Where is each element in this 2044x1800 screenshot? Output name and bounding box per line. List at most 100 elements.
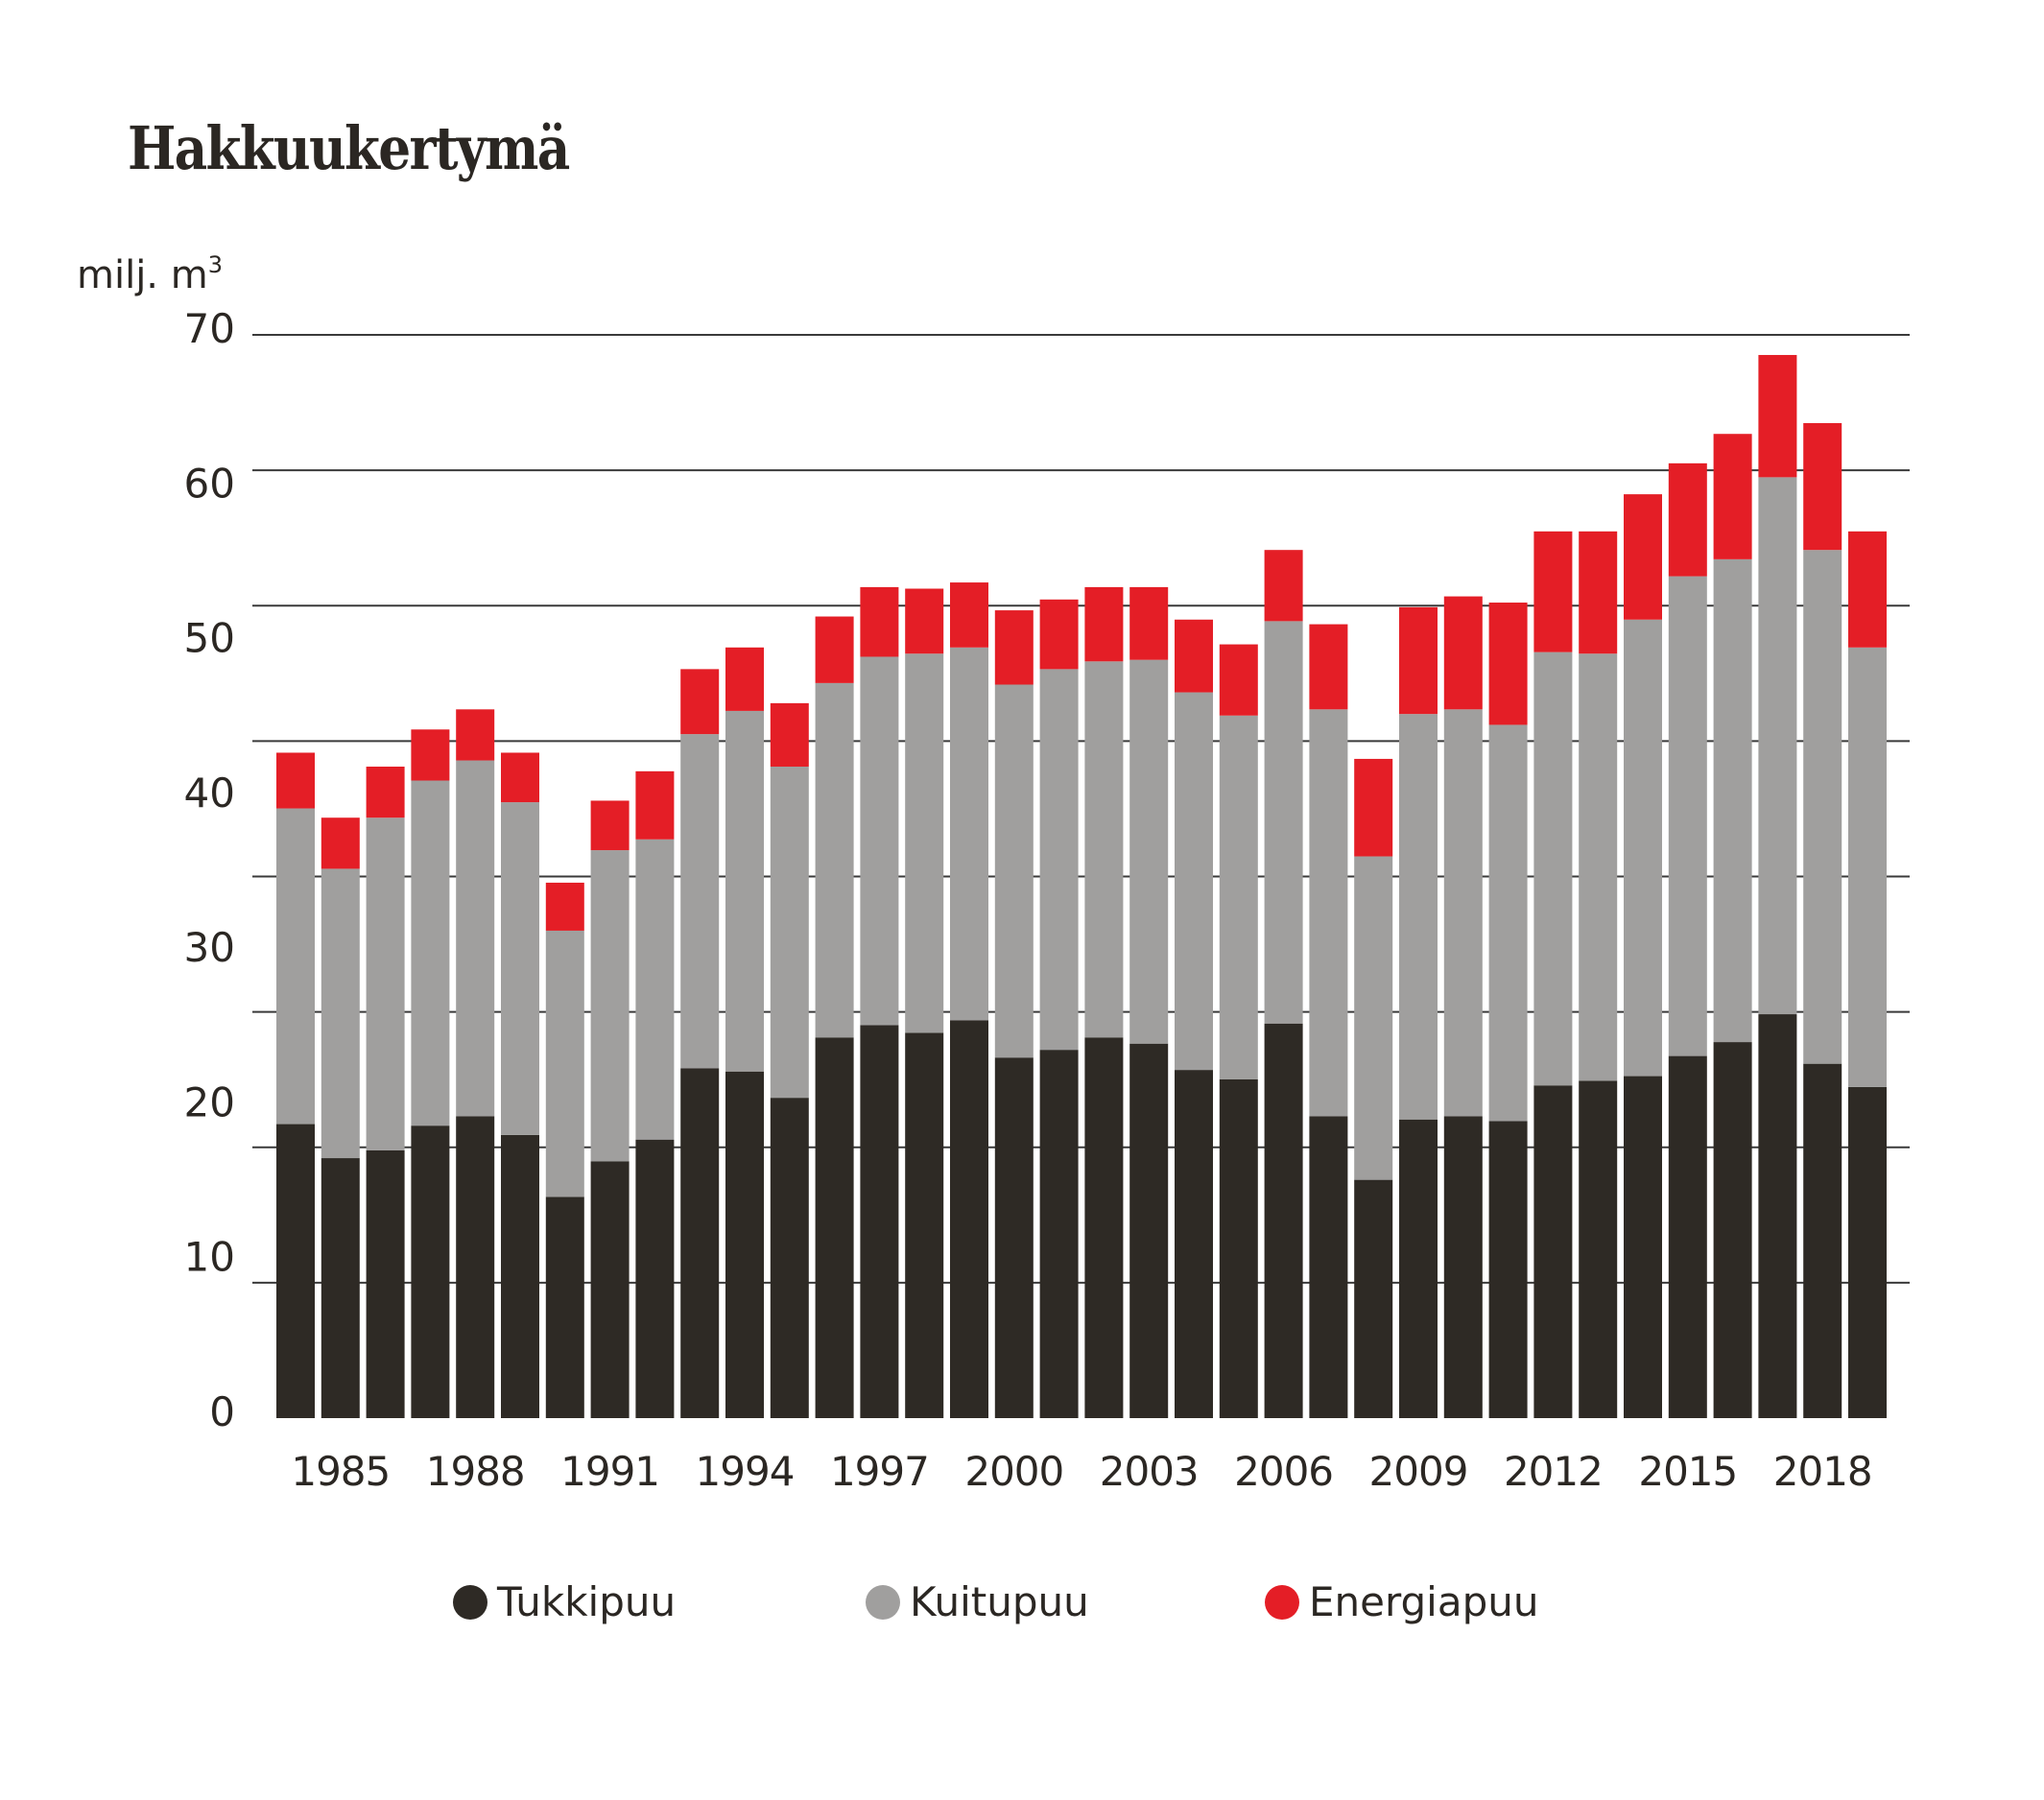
- bar-stack-1988: [456, 709, 495, 1418]
- bar-tukkipuu-2012: [1533, 1085, 1573, 1418]
- x-tick-label: 2018: [1773, 1448, 1872, 1495]
- bar-energiapuu-1995: [770, 702, 809, 767]
- bar-stack-2004: [1175, 619, 1213, 1418]
- bar-tukkipuu-1995: [770, 1098, 809, 1418]
- bar-kuitupuu-2001: [1039, 669, 1079, 1051]
- bar-kuitupuu-2011: [1488, 724, 1528, 1122]
- unit-superscript: 3: [207, 251, 223, 278]
- bar-kuitupuu-1993: [680, 734, 720, 1069]
- x-tick-label: 1985: [291, 1448, 390, 1495]
- bar-stack-2016: [1713, 434, 1752, 1418]
- bar-tukkipuu-2019: [1848, 1086, 1887, 1418]
- bar-stack-2011: [1488, 603, 1528, 1418]
- bar-tukkipuu-2005: [1219, 1078, 1258, 1418]
- bar-stack-2017: [1758, 354, 1797, 1418]
- bar-tukkipuu-2009: [1399, 1119, 1438, 1418]
- bar-stack-2005: [1219, 644, 1258, 1418]
- bar-tukkipuu-2004: [1175, 1070, 1213, 1418]
- x-tick-label: 1994: [696, 1448, 795, 1495]
- bar-kuitupuu-1990: [545, 930, 584, 1197]
- bar-stack-2000: [994, 610, 1034, 1418]
- bar-kuitupuu-2016: [1713, 558, 1752, 1043]
- legend: Tukkipuu Kuitupuu Energiapuu: [0, 1578, 2044, 1636]
- legend-dot-kuitupuu: [866, 1584, 900, 1620]
- y-tick-label: 40: [184, 770, 235, 817]
- bar-stack-1987: [411, 729, 450, 1418]
- y-tick-label: 50: [184, 615, 235, 662]
- bar-tukkipuu-1992: [635, 1139, 675, 1418]
- bar-tukkipuu-1991: [590, 1161, 630, 1418]
- bar-kuitupuu-2012: [1533, 651, 1573, 1086]
- bar-energiapuu-2006: [1264, 550, 1303, 622]
- bar-stack-2007: [1309, 624, 1348, 1418]
- bar-stack-2019: [1848, 531, 1887, 1418]
- bar-stack-1985: [321, 817, 360, 1418]
- bar-tukkipuu-2018: [1803, 1063, 1842, 1418]
- bar-kuitupuu-2004: [1175, 692, 1213, 1071]
- bar-tukkipuu-2013: [1579, 1080, 1618, 1418]
- bar-energiapuu-1985: [321, 817, 360, 869]
- y-tick-label: 60: [184, 460, 235, 507]
- bar-kuitupuu-2009: [1399, 714, 1438, 1120]
- bar-energiapuu-1999: [950, 582, 988, 648]
- bar-energiapuu-1989: [501, 752, 539, 803]
- bar-stack-1998: [905, 588, 944, 1418]
- bar-kuitupuu-1992: [635, 839, 675, 1140]
- bar-energiapuu-1986: [366, 766, 405, 818]
- bar-energiapuu-2014: [1624, 494, 1662, 620]
- bar-stack-1997: [860, 586, 899, 1418]
- bar-tukkipuu-1987: [411, 1125, 450, 1418]
- bar-tukkipuu-2002: [1084, 1037, 1124, 1418]
- bar-tukkipuu-1984: [276, 1124, 315, 1418]
- bar-kuitupuu-1997: [860, 656, 899, 1026]
- bar-tukkipuu-2016: [1713, 1042, 1752, 1418]
- chart-title: Hakkuukertymä: [128, 113, 570, 183]
- bar-energiapuu-1988: [456, 709, 495, 761]
- unit-text: milj. m: [77, 253, 208, 297]
- bar-stack-2018: [1803, 422, 1842, 1418]
- bar-tukkipuu-1998: [905, 1032, 944, 1418]
- bar-energiapuu-2002: [1084, 586, 1124, 662]
- bar-stack-2012: [1533, 531, 1573, 1418]
- bar-tukkipuu-1989: [501, 1134, 539, 1418]
- bar-kuitupuu-2010: [1443, 709, 1483, 1117]
- x-axis-ticks: 1985 1988 1991 1994 1997 2000 2003 2006 2009 2012…: [291, 1448, 1872, 1495]
- bar-kuitupuu-1999: [950, 647, 988, 1021]
- bar-energiapuu-2001: [1039, 599, 1079, 670]
- bar-stack-1989: [501, 752, 539, 1418]
- bar-energiapuu-2000: [994, 610, 1034, 685]
- bar-energiapuu-1987: [411, 729, 450, 781]
- bar-tukkipuu-2017: [1758, 1014, 1797, 1418]
- bar-kuitupuu-2015: [1668, 576, 1707, 1056]
- legend-item-energiapuu: Energiapuu: [1265, 1578, 1539, 1625]
- bar-stack-2008: [1354, 758, 1393, 1418]
- bar-energiapuu-2013: [1579, 531, 1618, 654]
- bar-kuitupuu-2006: [1264, 621, 1303, 1024]
- bar-tukkipuu-1993: [680, 1068, 720, 1418]
- bar-stack-2009: [1399, 606, 1438, 1418]
- bar-kuitupuu-2007: [1309, 709, 1348, 1117]
- legend-label-energiapuu: Energiapuu: [1309, 1578, 1539, 1625]
- bar-energiapuu-1994: [725, 647, 764, 711]
- bar-kuitupuu-2014: [1624, 619, 1662, 1077]
- bar-energiapuu-2007: [1309, 624, 1348, 710]
- bar-energiapuu-2017: [1758, 354, 1797, 478]
- bar-stack-1996: [815, 616, 854, 1418]
- bar-energiapuu-2015: [1668, 462, 1707, 577]
- bar-kuitupuu-1984: [276, 808, 315, 1125]
- bar-energiapuu-1990: [545, 882, 584, 931]
- bar-energiapuu-2011: [1488, 603, 1528, 725]
- y-tick-label: 30: [184, 924, 235, 971]
- bar-stack-1984: [276, 752, 315, 1418]
- bar-tukkipuu-2010: [1443, 1116, 1483, 1418]
- bar-energiapuu-1993: [680, 669, 720, 735]
- x-tick-label: 1991: [560, 1448, 659, 1495]
- bar-energiapuu-2018: [1803, 422, 1842, 551]
- bar-tukkipuu-2014: [1624, 1076, 1662, 1418]
- bar-energiapuu-2010: [1443, 596, 1483, 710]
- bar-tukkipuu-2015: [1668, 1055, 1707, 1418]
- y-axis-unit-label: milj. m3: [77, 251, 223, 297]
- y-tick-label: 10: [184, 1234, 235, 1281]
- x-tick-label: 1997: [830, 1448, 929, 1495]
